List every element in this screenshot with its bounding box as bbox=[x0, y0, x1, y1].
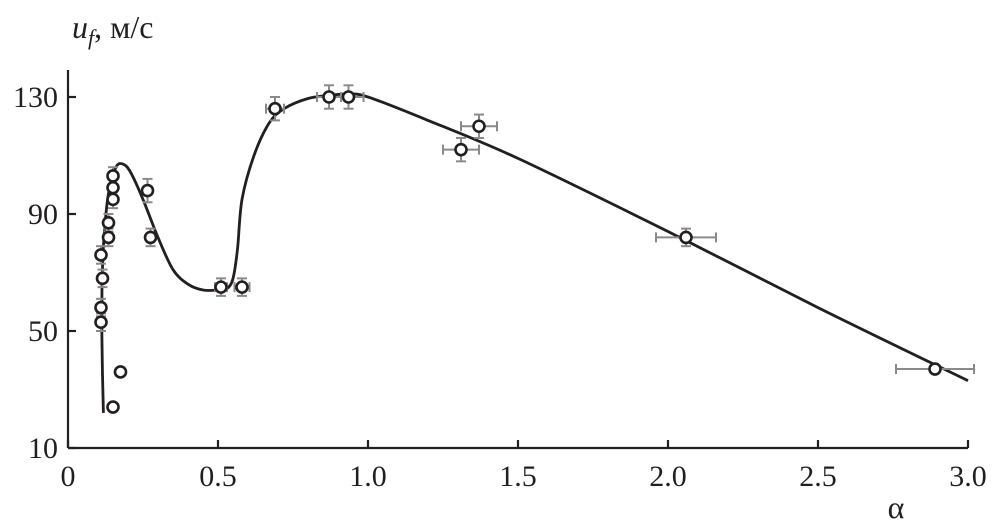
y-ticks: 10 50 90 130 bbox=[13, 81, 76, 465]
y-axis-title-symbol: u bbox=[72, 9, 88, 45]
data-point bbox=[94, 248, 108, 262]
error-bars bbox=[96, 84, 975, 375]
data-point bbox=[454, 142, 468, 157]
data-point bbox=[928, 362, 942, 376]
data-point bbox=[322, 90, 336, 104]
data-points bbox=[94, 90, 942, 414]
axes bbox=[66, 70, 968, 450]
data-point bbox=[341, 90, 356, 104]
data-point bbox=[101, 215, 116, 230]
y-axis-title-unit: , м/с bbox=[94, 9, 153, 45]
data-point bbox=[472, 119, 486, 134]
x-tick-label: 0 bbox=[61, 460, 76, 493]
fit-curve bbox=[100, 92, 969, 413]
y-tick-label: 130 bbox=[13, 81, 58, 114]
x-tick-label: 1.5 bbox=[499, 460, 537, 493]
x-tick-label: 2.5 bbox=[799, 460, 837, 493]
x-tick-label: 2.0 bbox=[649, 460, 687, 493]
data-point bbox=[235, 280, 249, 294]
y-tick-label: 50 bbox=[28, 315, 58, 348]
data-point bbox=[95, 271, 110, 286]
data-point bbox=[101, 230, 116, 245]
data-point bbox=[106, 180, 120, 195]
x-axis-title: α bbox=[888, 489, 905, 525]
x-tick-label: 1.0 bbox=[349, 460, 387, 493]
data-point bbox=[268, 101, 282, 116]
x-tick-label: 3.0 bbox=[949, 460, 987, 493]
data-point bbox=[143, 230, 158, 245]
data-point bbox=[113, 365, 128, 379]
y-axis-title-subscript: f bbox=[88, 25, 97, 50]
data-point bbox=[106, 400, 120, 414]
data-point bbox=[140, 183, 155, 198]
y-tick-label: 10 bbox=[28, 432, 58, 465]
data-point bbox=[94, 315, 108, 330]
y-tick-label: 90 bbox=[28, 198, 58, 231]
data-point bbox=[214, 280, 228, 294]
x-ticks: 0 0.5 1.0 1.5 2.0 2.5 3.0 bbox=[61, 440, 987, 493]
data-point bbox=[679, 230, 693, 245]
data-point bbox=[106, 169, 120, 183]
y-axis-title: uf, м/с bbox=[72, 9, 153, 50]
data-point bbox=[106, 192, 120, 207]
x-tick-label: 0.5 bbox=[199, 460, 237, 493]
data-point bbox=[94, 300, 108, 315]
